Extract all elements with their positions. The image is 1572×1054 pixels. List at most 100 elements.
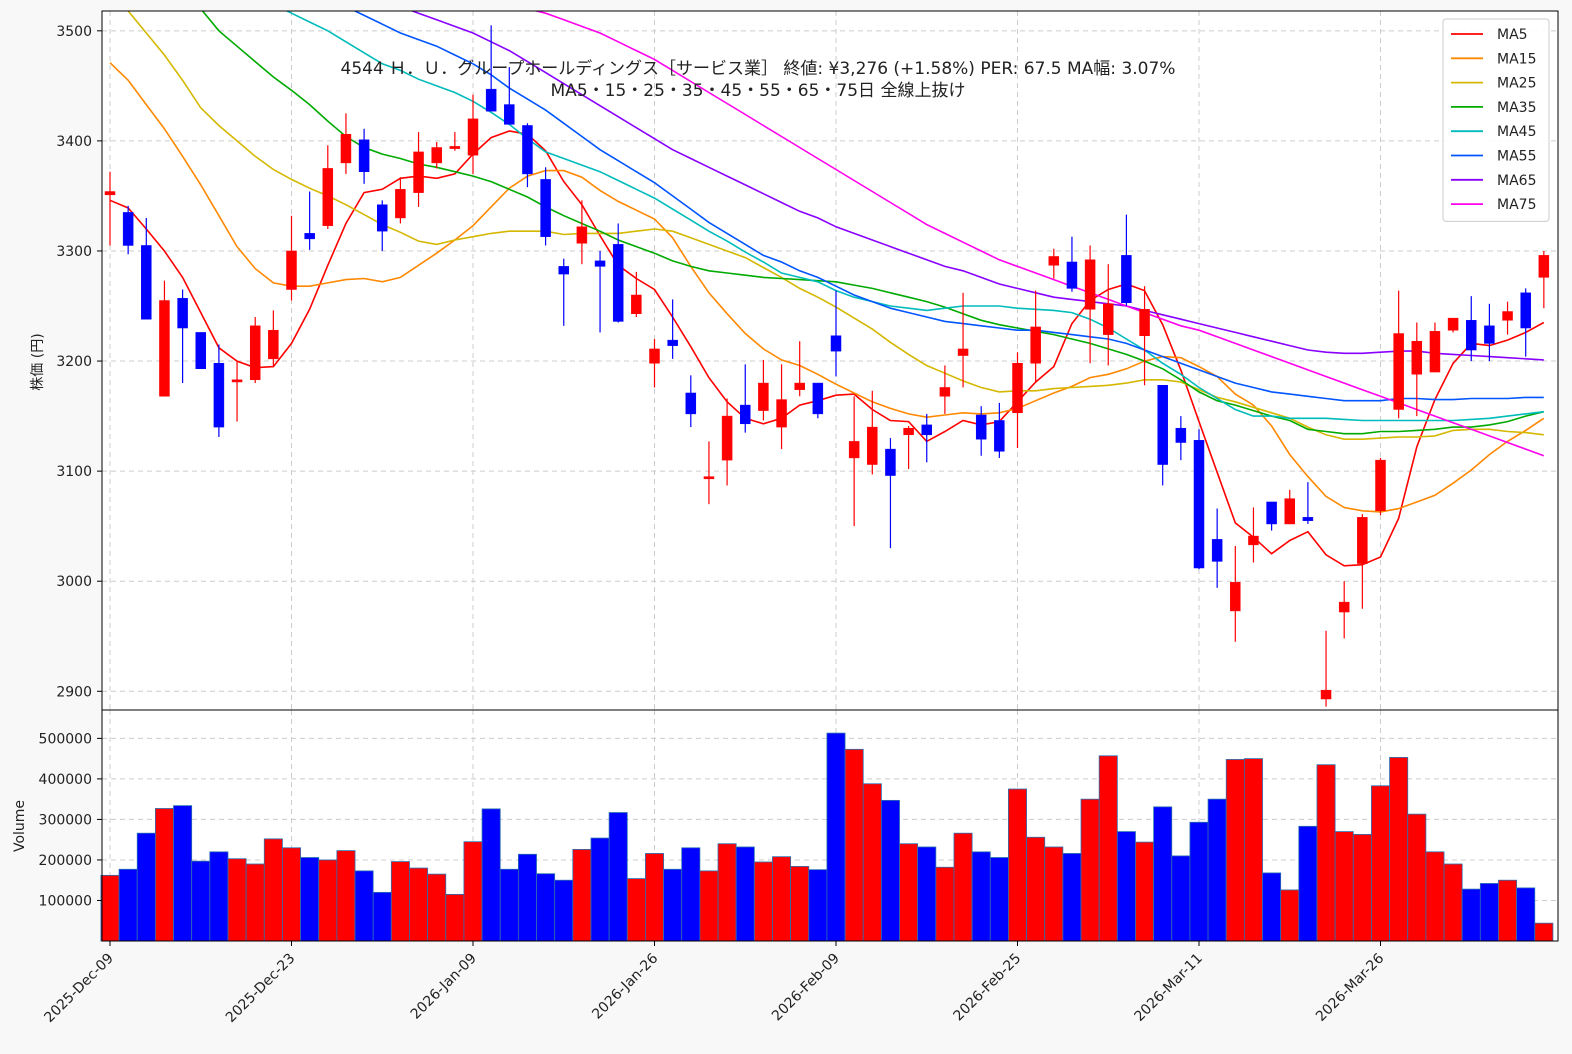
volume-bar [463,841,483,942]
volume-bar [427,873,447,942]
candle-body [358,139,370,172]
candle-body [1484,325,1495,344]
candle-body [1012,363,1023,414]
volume-bar [409,867,429,942]
candle-body [249,325,261,381]
candle-body [195,332,206,370]
volume-bar [608,812,628,942]
volume-bar [1389,757,1409,942]
price-tick-label: 3200 [56,354,92,370]
candle-body [703,476,715,480]
candle-body [1320,689,1332,700]
volume-plot-frame [101,709,1559,942]
volume-bar [1225,759,1245,942]
volume-bar [191,860,211,942]
candle-body [141,245,152,320]
candle-body [1211,539,1223,562]
candle-body [413,151,424,193]
chart-title: 4544 Ｈ．Ｕ．グループホールディングス［サービス業］ 終値: ¥3,276 … [341,58,1176,79]
candle-body [177,298,188,329]
candle-body [921,424,932,436]
candle-body [885,448,896,476]
volume-bar [1534,922,1554,942]
candle-body [395,189,406,219]
ma-line-ma65 [410,11,1544,361]
candle-body [213,363,225,428]
price-tick-label: 3300 [56,244,92,260]
volume-bar [645,853,664,942]
candle-body [994,420,1005,452]
candle-body [867,426,878,465]
candle-body [1248,535,1259,546]
volume-bar [1135,841,1155,942]
price-tick-label: 3100 [56,464,92,480]
volume-bar [263,838,283,942]
volume-bar [1080,798,1100,942]
volume-tick-label: 100000 [39,893,92,909]
volume-bar [1498,879,1518,942]
volume-bar [953,832,973,942]
legend-label-ma55: MA55 [1497,149,1536,165]
volume-bar [1062,853,1082,942]
volume-bar [917,846,937,942]
candle-body [1466,320,1477,351]
ma-line-ma75 [533,11,1545,457]
volume-bar [880,799,900,942]
candle-body [957,348,969,356]
candle-body [1175,427,1187,443]
volume-bar [1153,806,1173,942]
candle-body [1230,582,1241,612]
candle-body [268,329,279,360]
volume-bar [1516,887,1536,942]
volume-bar [572,849,592,942]
candle-body [1157,385,1168,465]
volume-bar [1407,813,1427,942]
price-tick-label: 3400 [56,134,92,150]
volume-bar [318,859,338,942]
candle-body [1302,517,1314,521]
volume-bar [626,878,646,942]
volume-bar [1171,855,1191,942]
price-tick-label: 3000 [56,574,92,590]
candle-body [122,212,134,246]
candle-body [340,134,352,164]
candle-body [104,191,116,196]
candle-body [431,147,442,164]
candle-body [975,414,987,440]
candle-body [540,179,551,237]
candle-body [1502,311,1513,321]
candle-body [1048,256,1060,266]
ma-line-ma15 [109,62,1545,513]
volume-bar [354,870,374,942]
candle-body [576,226,588,244]
legend-label-ma45: MA45 [1497,124,1536,140]
candle-body [1357,517,1368,564]
volume-bar [844,748,864,942]
candle-body [1139,309,1150,336]
legend-label-ma75: MA75 [1497,197,1536,213]
legend-label-ma5: MA5 [1497,27,1528,43]
candle-body [1103,303,1114,335]
volume-tick-label: 500000 [39,731,92,747]
candle-body [776,399,787,428]
candle-body [721,415,733,461]
volume-bar [336,850,356,942]
legend-label-ma25: MA25 [1497,76,1536,92]
volume-bar [971,851,991,942]
volume-bar [481,808,501,942]
candle-body [231,379,243,383]
volume-bar [790,866,810,942]
volume-bar [390,861,410,942]
candle-body [1447,317,1459,331]
legend-label-ma15: MA15 [1497,51,1536,67]
volume-bar [1243,758,1263,942]
volume-bar [1461,888,1481,942]
volume-bar [118,868,138,942]
candle-body [649,348,660,364]
volume-bar [826,732,846,942]
volume-bar [1443,863,1463,942]
legend-box [1442,18,1550,222]
volume-bar [1334,831,1354,942]
